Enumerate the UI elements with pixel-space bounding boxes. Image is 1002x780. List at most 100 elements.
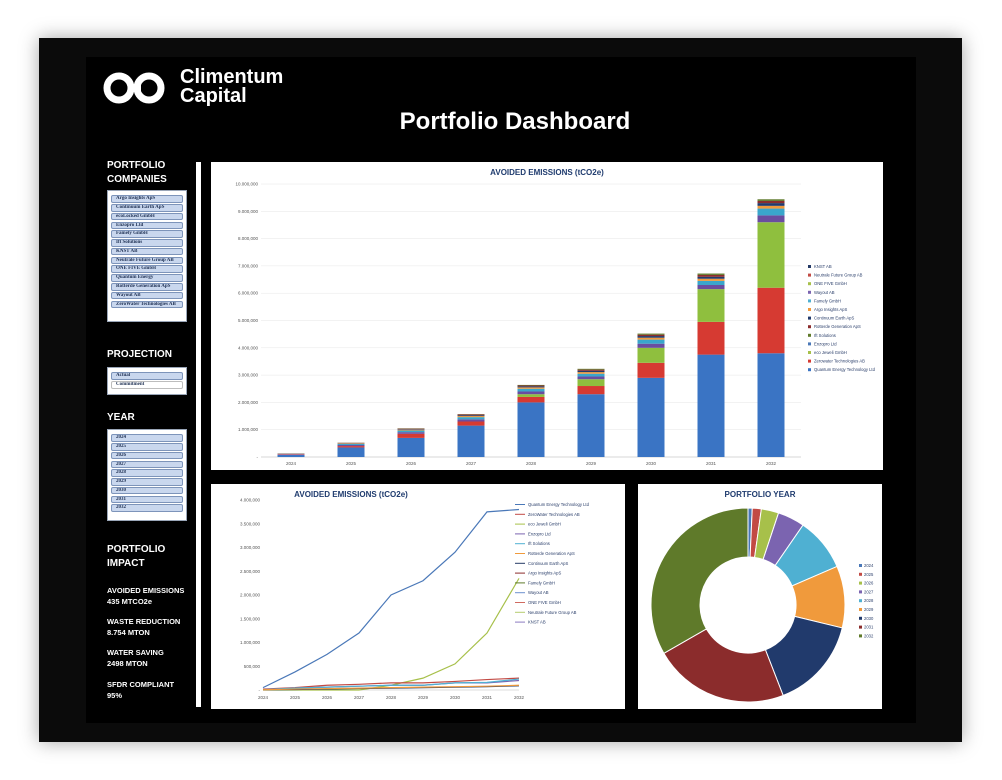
slicer-item[interactable]: Commitment <box>111 380 183 389</box>
legend-label: 2027 <box>864 589 874 594</box>
y-tick-label: 1.000,000 <box>238 427 259 432</box>
impact-value: 435 MTCO2e <box>107 597 153 606</box>
x-tick-label: 2032 <box>514 695 525 700</box>
y-tick-label: 8.000,000 <box>238 236 259 241</box>
slicer-item[interactable]: ecoLocked GmbH <box>111 212 183 221</box>
bar-segment <box>637 333 665 335</box>
slicer-item[interactable]: Enzopro Ltd <box>111 221 183 230</box>
slicer-item[interactable]: Continuum Earth ApS <box>111 203 183 212</box>
legend-swatch <box>859 608 862 611</box>
slicer-item[interactable]: Ift Solutions <box>111 239 183 247</box>
slicer-item[interactable]: 2024 <box>111 434 183 442</box>
legend-swatch <box>808 351 811 354</box>
legend-swatch <box>808 333 811 337</box>
bar-segment <box>517 402 545 457</box>
legend-swatch <box>808 342 811 346</box>
brand-name: Climentum Capital <box>180 66 284 106</box>
bar-segment <box>517 396 545 403</box>
legend-label: Ift Solutions <box>814 333 836 338</box>
series-line <box>262 508 520 689</box>
slicer-item[interactable]: Wayout AB <box>111 291 183 300</box>
legend-swatch <box>859 564 862 567</box>
bar-segment <box>697 278 725 281</box>
bar-segment <box>457 416 485 418</box>
slicer-item[interactable]: Rotterde Generation ApS <box>111 283 183 291</box>
impact-heading-line1: PORTFOLIO <box>107 544 166 555</box>
bar-segment <box>757 222 785 288</box>
impact-value: 2498 MTON <box>107 659 148 668</box>
y-tick-label: 2.500,000 <box>240 569 261 574</box>
bar-segment <box>577 376 605 380</box>
legend-swatch <box>859 634 862 638</box>
legend-swatch <box>859 599 862 603</box>
x-tick-label: 2029 <box>586 461 597 466</box>
bar-segment <box>637 336 665 338</box>
slicer-item[interactable]: Quantum Energy <box>111 274 183 282</box>
slicer-item[interactable]: Neutrale Future Group AB <box>111 256 183 265</box>
bar-segment <box>637 334 665 337</box>
slicer-item[interactable]: 2026 <box>111 451 183 460</box>
slicer-item[interactable]: 2032 <box>111 504 183 513</box>
brand-name-line1: Climentum <box>180 66 284 88</box>
legend-label: Neutrale Future Group AB <box>528 610 577 615</box>
bar-segment <box>397 433 425 438</box>
year-heading: YEAR <box>107 412 135 423</box>
slicer-item[interactable]: ZeroWater Technologies AB <box>111 300 183 309</box>
bar-segment <box>337 446 365 448</box>
slicer-item[interactable]: Argo Insights ApS <box>111 195 183 203</box>
legend-label: 2030 <box>864 616 874 621</box>
slicer-item[interactable]: 2030 <box>111 486 183 495</box>
y-tick-label: 3.000,000 <box>238 373 259 378</box>
y-tick-label: 4.000,000 <box>238 345 259 350</box>
projection-slicer[interactable]: Actual Commitment <box>107 367 187 395</box>
bar-segment <box>757 203 785 206</box>
impact-sfdr-compliant: SFDR COMPLIANT 95% <box>107 679 174 701</box>
y-tick-label: - <box>257 455 259 460</box>
legend-swatch <box>808 282 811 286</box>
y-tick-label: 1.500,000 <box>240 616 261 621</box>
companies-heading: PORTFOLIO COMPANIES <box>107 159 167 187</box>
slicer-item[interactable]: 2027 <box>111 460 183 469</box>
slicer-item[interactable]: KNST AB <box>111 247 183 256</box>
legend-label: 2026 <box>864 581 874 586</box>
legend-label: Enzopro Ltd <box>814 341 837 346</box>
slicer-item[interactable]: 2031 <box>111 495 183 504</box>
year-slicer[interactable]: 2024 2025 2026 2027 2028 2029 2030 2031 2032 <box>107 429 187 521</box>
slicer-item[interactable]: Famely GmbH <box>111 230 183 238</box>
legend-label: ONE FIVE GmbH <box>528 600 561 605</box>
slicer-item[interactable]: 2029 <box>111 478 183 486</box>
slicer-item[interactable]: Actual <box>111 372 183 380</box>
bar-segment <box>757 215 785 223</box>
y-tick-label: 10.000,000 <box>235 182 258 187</box>
legend-label: Neutrale Future Group AB <box>814 273 863 278</box>
bar-segment <box>757 287 785 354</box>
x-tick-label: 2025 <box>346 461 357 466</box>
line-chart-panel: AVOIDED EMISSIONS (tCO2e) - 500,000 1.000,… <box>211 484 625 709</box>
bar-segment <box>757 200 785 204</box>
slicer-item[interactable]: 2028 <box>111 469 183 477</box>
companies-slicer[interactable]: Argo Insights ApS Continuum Earth ApS ecoL… <box>107 190 187 322</box>
impact-label: SFDR COMPLIANT <box>107 680 175 689</box>
bar-segment <box>457 419 485 422</box>
logo-mark-icon <box>103 72 165 104</box>
y-tick-label: 7.000,000 <box>238 263 259 268</box>
bar-segment <box>697 274 725 277</box>
legend-label: Rotterde Generation ApS <box>814 324 861 329</box>
bar-segment <box>757 199 785 201</box>
legend-swatch <box>808 290 811 294</box>
y-tick-label: 9.000,000 <box>238 209 259 214</box>
x-tick-label: 2024 <box>286 461 297 466</box>
slicer-item[interactable]: ONE FIVE GmbH <box>111 265 183 274</box>
bar-segment <box>577 373 605 377</box>
bar-segment <box>757 205 785 209</box>
bar-segment <box>337 447 365 457</box>
x-tick-label: 2030 <box>450 695 461 700</box>
legend-label: Continuum Earth ApS <box>814 316 854 321</box>
y-tick-label: 5.000,000 <box>238 318 259 323</box>
legend-label: Quantum Energy Technology Ltd <box>814 367 876 372</box>
slicer-item[interactable]: 2025 <box>111 442 183 451</box>
bar-segment <box>577 369 605 371</box>
legend-swatch <box>808 308 811 311</box>
bar-segment <box>697 354 725 457</box>
bar-segment <box>397 430 425 433</box>
